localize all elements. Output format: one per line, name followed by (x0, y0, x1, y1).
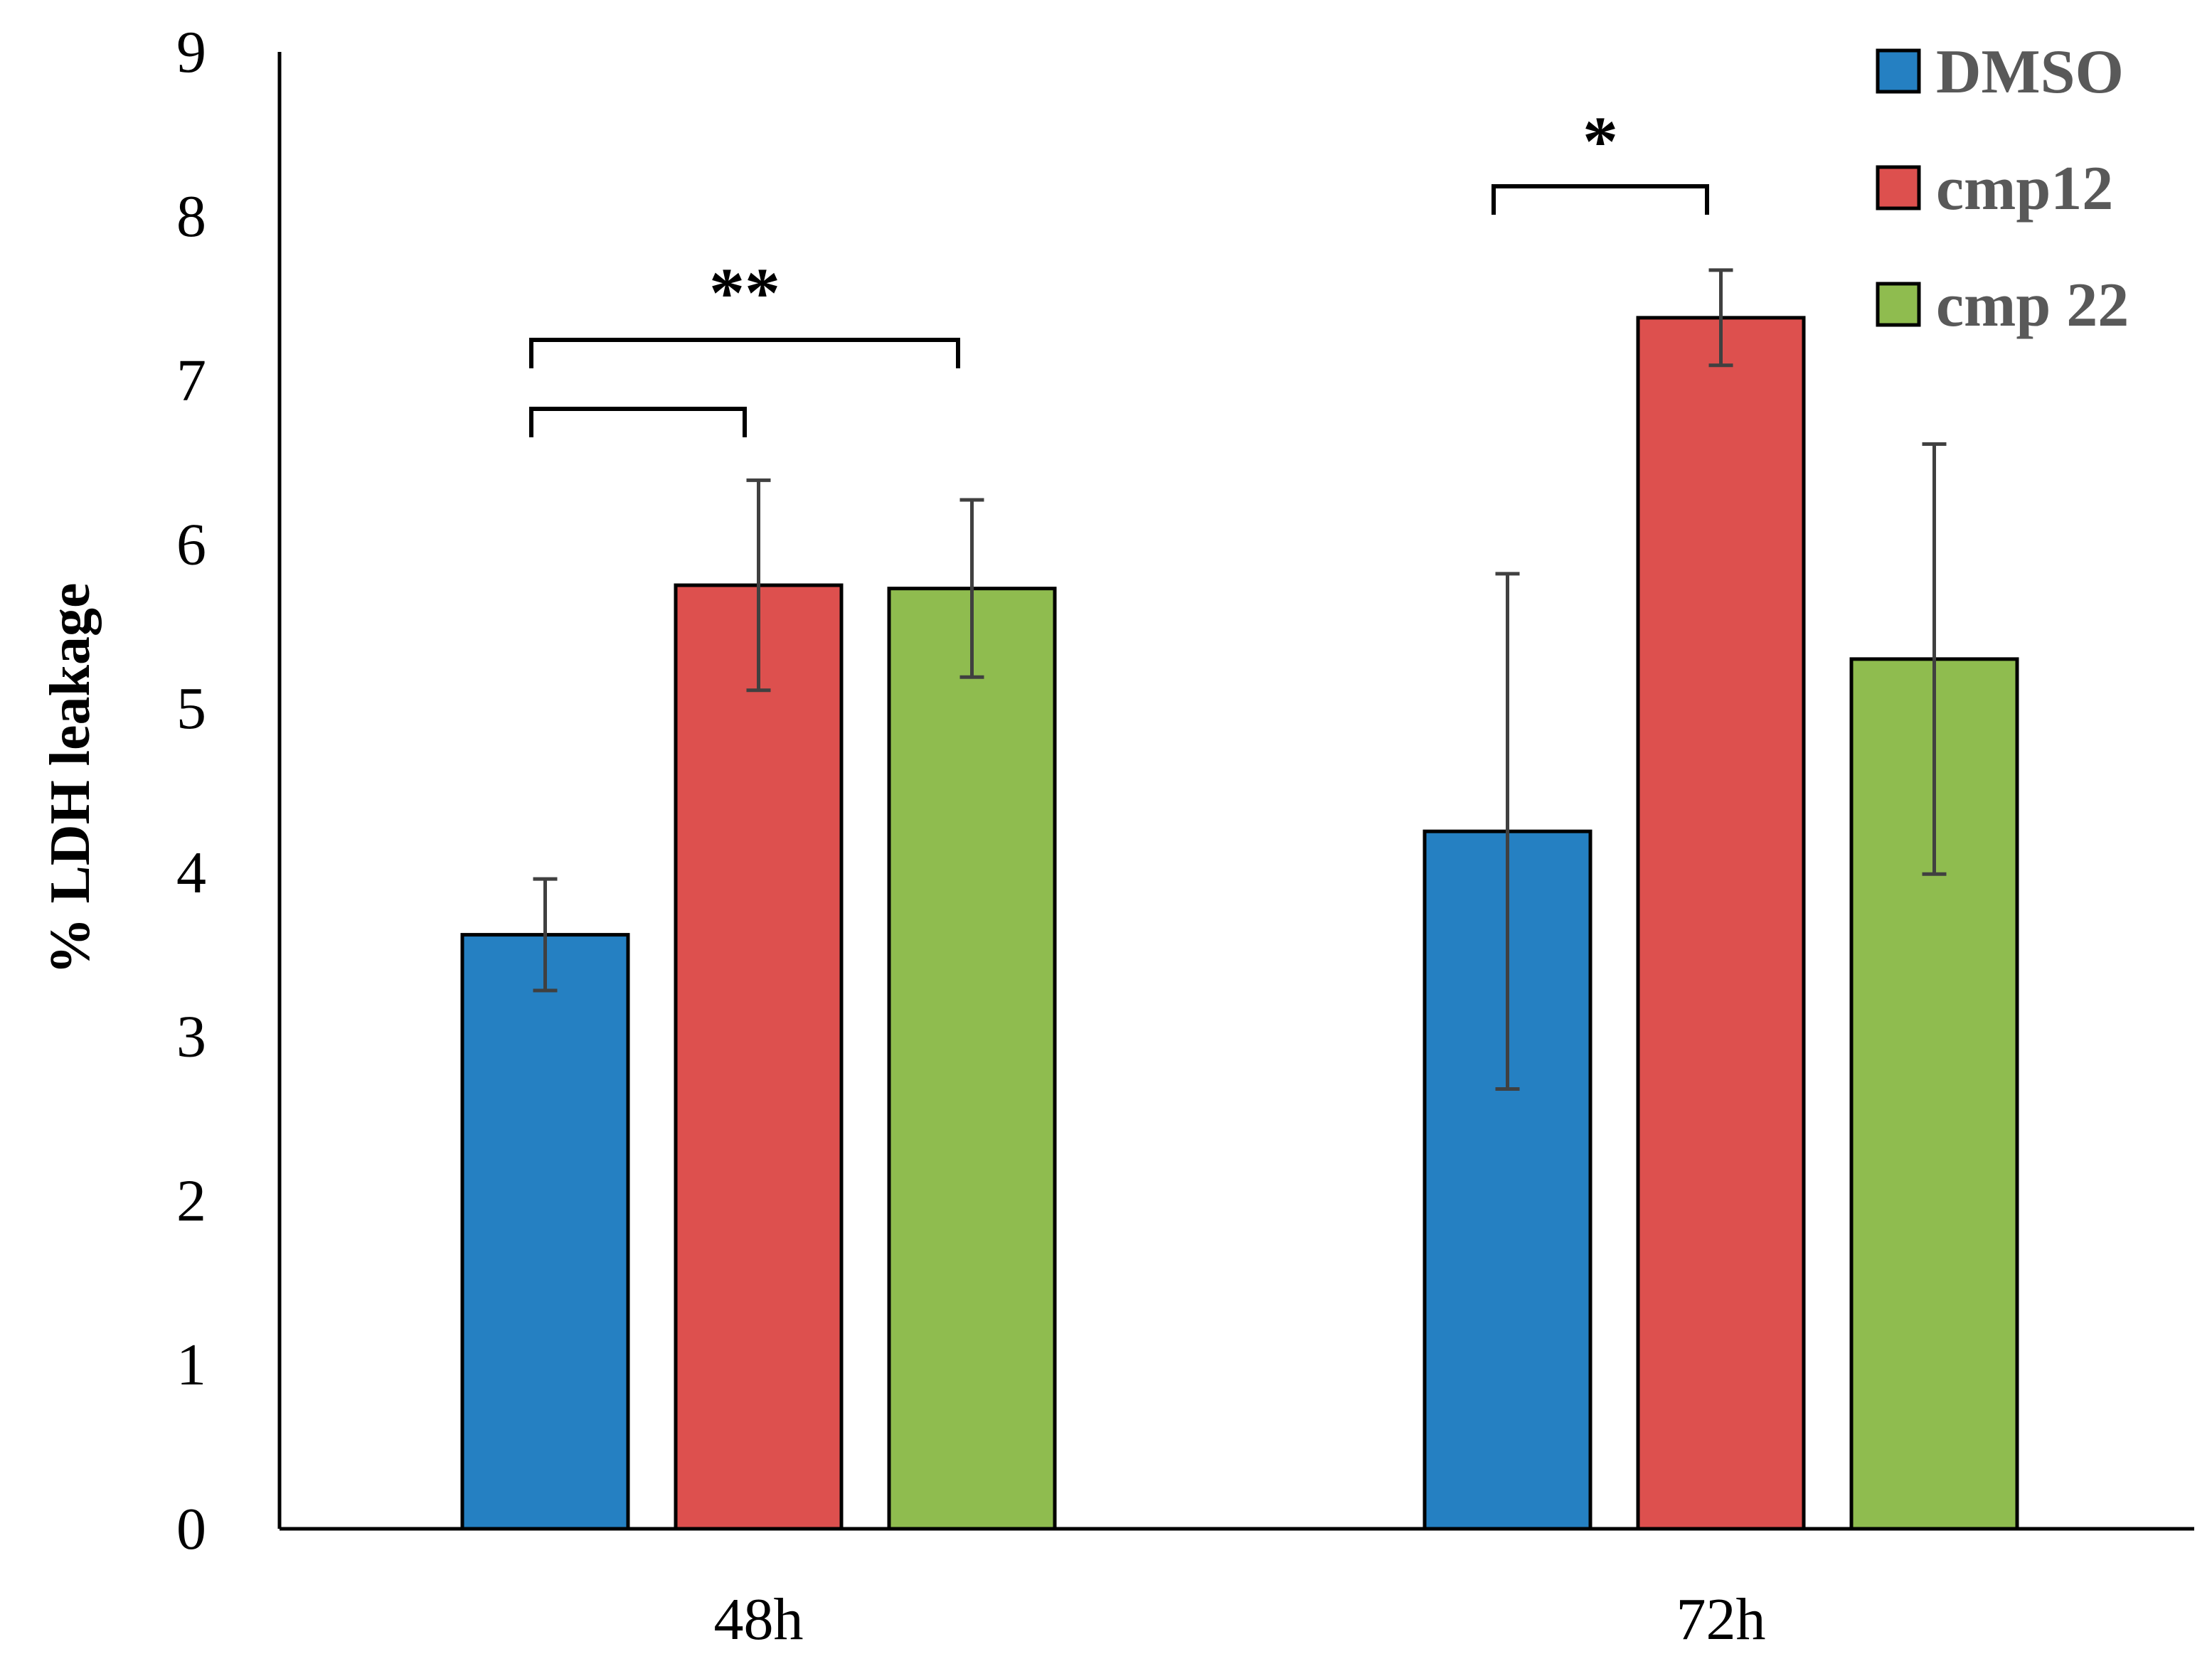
error-bar (1922, 442, 1947, 876)
error-bar (1495, 572, 1520, 1091)
bar-cmp12-48h (674, 583, 844, 1531)
significance-label: * (1583, 102, 1618, 181)
error-bar (959, 498, 984, 679)
error-bar (746, 478, 771, 693)
x-tick-label: 72h (1676, 1586, 1766, 1653)
y-tick-label: 0 (176, 1496, 206, 1562)
legend-label: cmp 22 (1936, 271, 2129, 340)
y-tick-label: 9 (176, 19, 206, 85)
y-tick-label: 6 (176, 511, 206, 577)
x-tick-label: 48h (714, 1586, 804, 1653)
error-bar (1708, 268, 1733, 368)
significance-bracket: ** (529, 253, 960, 368)
y-tick-label: 4 (176, 840, 206, 906)
y-tick-label: 2 (176, 1168, 206, 1234)
y-tick-label: 3 (176, 1004, 206, 1070)
legend-label: cmp12 (1936, 154, 2113, 223)
y-tick-label: 1 (176, 1332, 206, 1398)
bars (460, 316, 2019, 1531)
legend-item-cmp12: cmp12 (1876, 154, 2113, 223)
significance-bracket (529, 407, 747, 437)
y-axis-label: % LDH leakage (39, 582, 102, 974)
y-axis: 0 1 2 3 4 5 6 7 8 9 (176, 19, 282, 1562)
bar-DMSO-48h (460, 933, 630, 1531)
significance-label: ** (709, 253, 780, 332)
legend-swatch (1876, 48, 1921, 94)
legend-item-DMSO: DMSO (1876, 38, 2124, 107)
legend-item-cmp22: cmp 22 (1876, 271, 2129, 340)
error-bar (533, 877, 558, 993)
bar-cmp22-48h (887, 587, 1057, 1531)
y-tick-label: 7 (176, 348, 206, 414)
y-tick-label: 5 (176, 676, 206, 742)
error-bars (533, 268, 1947, 1091)
bar-cmp12-72h (1636, 316, 1806, 1531)
legend-label: DMSO (1936, 38, 2124, 107)
significance-bracket: * (1491, 102, 1709, 215)
significance-brackets: *** (529, 102, 1709, 437)
legend: DMSO cmp12 cmp 22 (1876, 38, 2129, 340)
y-tick-label: 8 (176, 183, 206, 250)
legend-swatch (1876, 282, 1921, 327)
x-axis: 48h 72h (280, 1527, 2194, 1653)
legend-swatch (1876, 165, 1921, 210)
